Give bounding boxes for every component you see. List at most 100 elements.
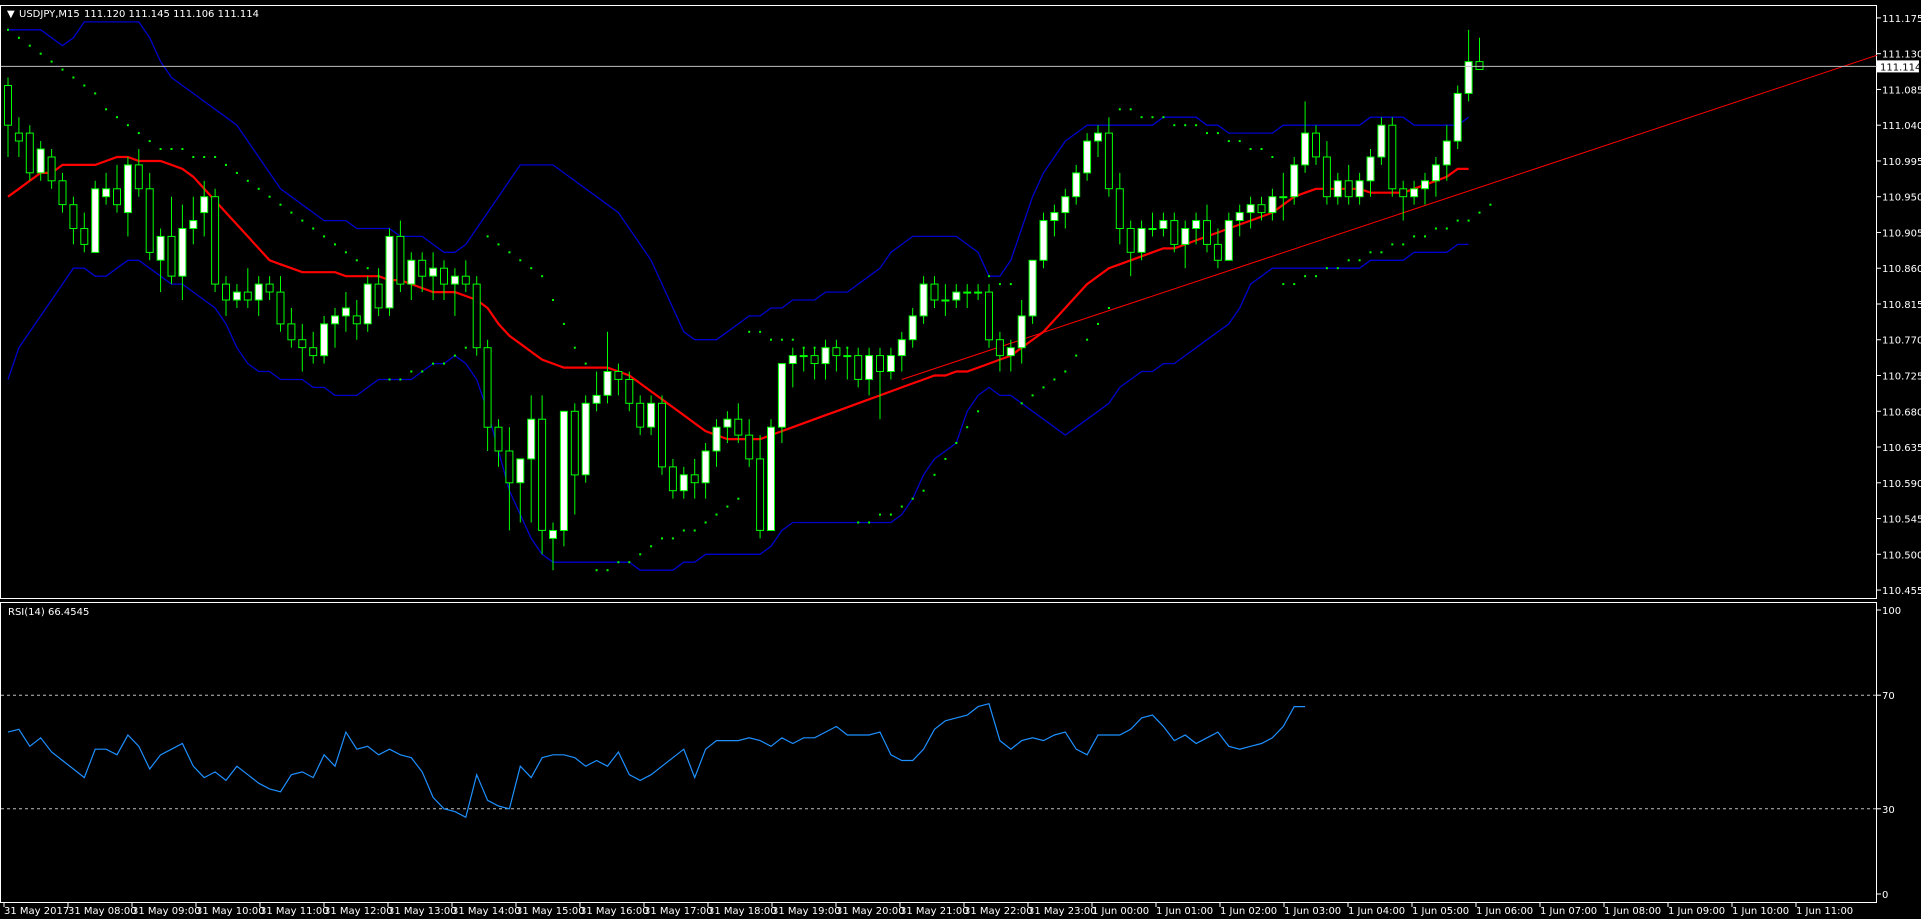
candle-body (1344, 180, 1353, 198)
sar-dot (759, 330, 762, 333)
trendline-segment[interactable] (901, 54, 1878, 380)
candle (331, 307, 339, 348)
candle (1344, 164, 1353, 205)
candle (712, 419, 721, 467)
current-price-box (1877, 60, 1919, 73)
candle (908, 307, 917, 348)
candle-body (1006, 347, 1015, 357)
candle (668, 458, 677, 499)
candle-body (461, 275, 470, 285)
trendline[interactable] (901, 54, 1878, 380)
candle-body (985, 291, 993, 341)
candle-body (723, 418, 732, 428)
sar-dot (617, 561, 620, 564)
candle-body (254, 283, 263, 301)
sar-dot (1456, 219, 1459, 222)
sar-dot (1097, 322, 1099, 325)
sar-dot (562, 322, 565, 325)
price-tick-label: 110.545 (1882, 515, 1921, 526)
candle-body (1290, 164, 1299, 198)
sar-dot (410, 370, 413, 373)
candle (134, 149, 143, 197)
sar-dot (726, 505, 729, 508)
candle (1017, 300, 1026, 364)
price-tick-label: 110.725 (1882, 372, 1921, 383)
sar-dot (116, 116, 118, 119)
sar-dot (1195, 124, 1198, 127)
candle (298, 323, 307, 372)
candle-body (80, 228, 89, 245)
candle (1224, 212, 1233, 261)
rsi-header: RSI(14) 66.4545 (8, 607, 89, 618)
time-tick-label: 1 Jun 05:00 (1412, 906, 1469, 917)
sar-dot (1020, 402, 1023, 405)
candle-body (1388, 124, 1397, 190)
candle (1126, 220, 1135, 277)
sar-dot (1293, 283, 1296, 286)
candle-body (167, 235, 176, 277)
sar-dot (61, 68, 64, 71)
price-tick-label: 110.950 (1882, 193, 1921, 204)
candle-body (363, 283, 372, 325)
sar-dot (1173, 124, 1176, 127)
sar-dot (181, 148, 184, 150)
sar-dot (214, 156, 217, 158)
candle-body (777, 363, 786, 428)
sar-dot (1271, 156, 1274, 158)
candle (102, 172, 111, 205)
sar-dot (1216, 132, 1219, 135)
candle (1279, 172, 1288, 221)
candle-body (102, 188, 111, 198)
candle-body (1410, 188, 1419, 198)
candle (1312, 125, 1320, 165)
candle (58, 172, 67, 213)
candle (254, 276, 263, 316)
candle (69, 196, 78, 245)
candle-body (592, 394, 601, 404)
candle-body (1333, 180, 1342, 198)
sar-dot (933, 473, 936, 476)
candle-body (865, 355, 874, 380)
candle (440, 260, 448, 301)
candle (287, 307, 296, 348)
sar-dot (1402, 243, 1405, 246)
candle (1355, 172, 1364, 205)
candle-body (1148, 228, 1157, 230)
sar-dot (1478, 211, 1481, 214)
sar-dot (246, 179, 249, 182)
sar-dot (203, 156, 206, 158)
header-triangle-icon[interactable]: ▼ (7, 9, 15, 20)
candle-body (91, 188, 100, 253)
sar-dot (868, 521, 871, 524)
candle-body (614, 371, 623, 380)
sar-dot (748, 330, 751, 333)
sar-dot (1009, 283, 1012, 286)
price-tick-label: 110.590 (1882, 479, 1921, 490)
candle (14, 117, 23, 157)
sar-dot (704, 521, 707, 524)
sar-dot (301, 219, 304, 222)
candle-body (908, 315, 917, 341)
rsi-tick-label: 100 (1882, 606, 1901, 617)
candle-body (876, 355, 884, 373)
candle (1213, 228, 1222, 269)
sar-dot (1042, 386, 1045, 389)
candle-body (701, 450, 710, 484)
candle (690, 458, 699, 499)
candle (886, 347, 895, 380)
candle (243, 268, 252, 308)
candle-body (538, 418, 547, 531)
sar-dot (148, 140, 151, 143)
sar-dot (94, 92, 97, 95)
candle-body (1279, 196, 1288, 199)
candle-body (472, 283, 481, 349)
price-tick-label: 110.455 (1882, 586, 1921, 597)
time-tick-label: 31 May 15:00 (516, 906, 585, 917)
sar-dot (39, 52, 42, 55)
sar-dot (486, 235, 489, 238)
candle (1170, 212, 1179, 253)
candle-body (1028, 259, 1037, 317)
sar-dot (344, 251, 347, 254)
sar-dot (639, 553, 642, 556)
